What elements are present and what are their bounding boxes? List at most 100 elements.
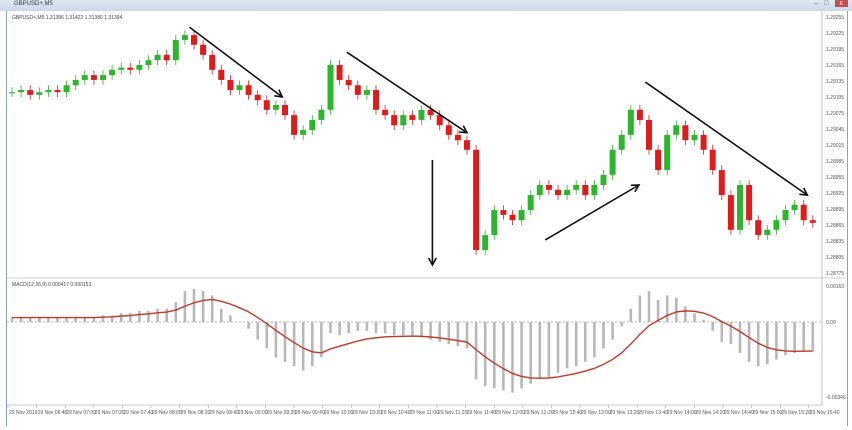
bullish-candle [100, 75, 106, 80]
bullish-candle [691, 134, 698, 141]
bearish-candle [509, 214, 516, 221]
macd-histogram-bar [156, 308, 159, 322]
macd-histogram-bar [693, 313, 696, 322]
time-tick-label: 29 Nov 14:40 [724, 410, 754, 416]
time-tick-label: 29 Nov 11:20 [438, 410, 468, 416]
time-tick-label: 29 Nov 14:00 [667, 410, 697, 416]
price-tick-label: 1.28835 [826, 239, 844, 245]
bearish-candle [755, 220, 762, 236]
macd-histogram-bar [65, 317, 68, 322]
price-tick-label: 1.29045 [826, 127, 844, 133]
window-title: GBPUSD+,M5 [14, 1, 53, 7]
bearish-candle [436, 115, 443, 126]
arrowhead-icon [427, 257, 437, 267]
macd-histogram-bar [119, 313, 123, 322]
minimize-button[interactable]: – [814, 0, 819, 7]
time-tick-label: 29 Nov 08:00 [152, 410, 182, 416]
bullish-candle [400, 115, 407, 126]
bearish-candle [636, 109, 643, 120]
bearish-candle [445, 125, 452, 135]
macd-histogram-bar [647, 291, 651, 322]
bullish-candle [600, 174, 607, 185]
time-tick-label: 29 Nov 12:40 [552, 410, 582, 416]
macd-histogram-bar [365, 322, 369, 331]
macd-histogram-bar [738, 322, 742, 353]
bearish-candle [646, 119, 652, 150]
price-tick-label: 1.29015 [826, 143, 844, 149]
macd-histogram-bar [347, 322, 350, 334]
macd-histogram-bar [292, 322, 296, 367]
bearish-candle [336, 65, 343, 80]
bullish-candle [627, 109, 634, 135]
macd-histogram-bar [638, 295, 642, 322]
macd-histogram-bar [356, 322, 360, 331]
macd-histogram-bar [511, 322, 514, 393]
bearish-candle [500, 210, 507, 215]
macd-histogram-bar [702, 319, 705, 322]
bearish-candle [582, 185, 589, 196]
macd-histogram-bar [602, 322, 605, 349]
macd-histogram-bar [775, 322, 778, 360]
macd-histogram-bar [338, 322, 341, 336]
macd-histogram-bar [474, 322, 478, 380]
macd-histogram-bar [392, 322, 396, 336]
arrowhead-icon [274, 89, 284, 99]
price-tick-label: 1.29075 [826, 111, 844, 117]
macd-histogram-bar [147, 310, 150, 322]
price-axis: 1.29255 1.29225 1.29195 1.29165 1.29135 1.291… [826, 15, 844, 277]
macd-histogram-bar [802, 322, 805, 351]
macd-tick-label: 0.00 [826, 320, 836, 326]
bullish-candle [236, 85, 243, 91]
time-tick-label: 29 Nov 12:00 [495, 410, 525, 416]
bearish-candle [700, 134, 707, 150]
macd-histogram-bar [28, 317, 32, 322]
arrow-line [188, 26, 283, 98]
bullish-candle [764, 229, 771, 236]
bearish-candle [209, 54, 216, 70]
time-tick-label: 29 Nov 11:40 [467, 410, 497, 416]
arrowhead-icon [458, 125, 469, 134]
macd-histogram-bar [38, 317, 41, 322]
macd-histogram-bar [165, 308, 168, 322]
bearish-candle [90, 75, 97, 80]
macd-histogram-bar [74, 317, 77, 322]
bearish-candle [263, 100, 270, 110]
macd-histogram-bar [129, 313, 132, 322]
bullish-candle [81, 75, 88, 80]
time-tick-label: 29 Nov 12:20 [524, 410, 554, 416]
macd-axis: 0.00163 0.00 -0.00346 [826, 284, 846, 401]
bearish-candle [545, 185, 552, 190]
bearish-candle [200, 44, 207, 55]
macd-histogram-bar [538, 322, 542, 380]
macd-histogram-bar [684, 306, 687, 322]
candles [9, 30, 816, 255]
time-tick-label: 29 Nov 13:20 [610, 410, 640, 416]
time-tick-label: 29 Nov 15:20 [781, 410, 811, 416]
bearish-candle [473, 149, 480, 251]
bearish-candle [655, 149, 662, 171]
time-tick-label: 29 Nov 14:20 [695, 410, 725, 416]
macd-histogram-bar [411, 322, 414, 336]
price-tick-label: 1.28955 [826, 175, 844, 181]
macd-histogram-bar [265, 322, 269, 349]
macd-histogram-bar [665, 295, 669, 322]
bearish-candle [291, 115, 298, 135]
time-tick-label: 29 Nov 07:40 [123, 410, 153, 416]
macd-histogram-bar [274, 322, 278, 358]
bullish-candle [154, 54, 161, 61]
close-button[interactable]: x [834, 0, 848, 7]
price-tick-label: 1.29165 [826, 63, 844, 69]
main-info-label: GBPUSD+,M5 1.31386 1.31422 1.31380 1.313… [12, 15, 122, 21]
price-tick-label: 1.28865 [826, 223, 844, 229]
bullish-candle [482, 235, 489, 251]
price-tick-label: 1.29135 [826, 79, 844, 85]
macd-histogram-bar [301, 322, 305, 371]
price-tick-label: 1.28985 [826, 159, 844, 165]
macd-histogram-bar [675, 297, 678, 322]
maximize-button[interactable]: □ [824, 0, 829, 7]
macd-histogram-bar [283, 322, 287, 362]
macd-histogram-bar [92, 317, 96, 322]
macd-histogram-bar [756, 322, 760, 367]
bearish-candle [218, 69, 225, 80]
